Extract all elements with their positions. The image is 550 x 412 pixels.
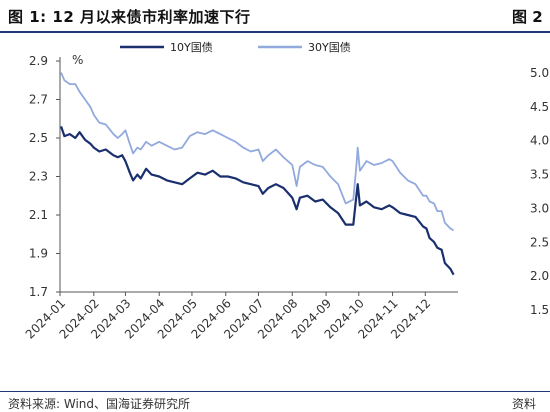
- source-note: 资料来源: Wind、国海证券研究所: [8, 397, 191, 411]
- series-line-30y: [60, 72, 455, 232]
- y-axis-unit-label: %: [72, 53, 83, 67]
- legend-label: 10Y国债: [170, 40, 213, 54]
- plot-area: 2.92.72.52.32.11.91.72024-012024-022024-…: [23, 54, 458, 342]
- adjacent-y-tick-label: 2.0: [530, 269, 549, 283]
- adjacent-y-tick-label: 1.5: [530, 303, 549, 317]
- y-tick-label: 2.3: [29, 170, 48, 184]
- adjacent-y-tick-label: 2.5: [530, 235, 549, 249]
- adjacent-y-tick-label: 4.0: [530, 134, 549, 148]
- adjacent-y-tick-label: 3.0: [530, 201, 549, 215]
- adjacent-y-tick-label: 3.5: [530, 168, 549, 182]
- title-divider: [0, 31, 550, 33]
- legend-label: 30Y国债: [308, 40, 351, 54]
- adjacent-chart-y-axis: 5.0 4.5 4.0 3.5 3.0 2.5 2.0 1.5: [530, 66, 549, 317]
- source-divider: [0, 391, 550, 392]
- series-line-10y: [60, 126, 455, 276]
- chart-legend: 10Y国债 30Y国债: [120, 40, 351, 54]
- y-tick-label: 1.7: [29, 285, 48, 299]
- y-tick-label: 2.1: [29, 208, 48, 222]
- adjacent-figure-title: 图 2: [512, 8, 543, 26]
- adjacent-y-tick-label: 5.0: [530, 66, 549, 80]
- y-tick-label: 2.7: [29, 93, 48, 107]
- figure-title: 图 1: 12 月以来债市利率加速下行: [8, 8, 251, 26]
- y-tick-label: 2.9: [29, 54, 48, 68]
- yield-line-chart: 10Y国债 30Y国债 % 2.92.72.52.32.11.91.72024-0…: [23, 40, 549, 342]
- adjacent-source-note: 资料: [512, 397, 537, 411]
- y-tick-label: 1.9: [29, 247, 48, 261]
- adjacent-y-tick-label: 4.5: [530, 100, 549, 114]
- y-tick-label: 2.5: [29, 131, 48, 145]
